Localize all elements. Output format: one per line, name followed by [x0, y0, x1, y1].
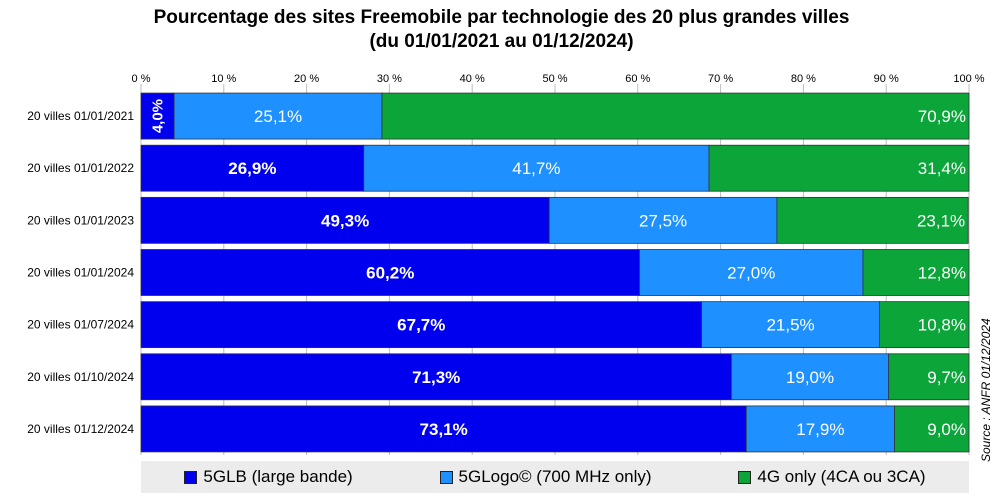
bar-4g	[862, 249, 970, 296]
y-category-label: 20 villes 01/10/2024	[27, 370, 134, 384]
y-category-label: 20 villes 01/07/2024	[27, 318, 134, 332]
bar-5glb	[140, 196, 550, 244]
x-tick-label: 100 %	[953, 73, 984, 85]
bar-5glogo	[363, 144, 710, 192]
bar-4g	[879, 301, 970, 349]
y-category-label: 20 villes 01/01/2022	[27, 161, 134, 175]
bar-5glogo	[730, 353, 890, 401]
legend-item-4g: 4G only (4CA ou 3CA)	[738, 467, 926, 487]
data-label-5glb: 71,3%	[412, 368, 460, 387]
data-label-4g: 31,4%	[918, 159, 966, 178]
x-tick-label: 30 %	[377, 73, 402, 85]
bar-4g	[888, 353, 970, 401]
legend-label-4g: 4G only (4CA ou 3CA)	[757, 467, 926, 486]
data-label-5glogo: 17,9%	[796, 420, 844, 439]
legend-label-5glb: 5GLB (large bande)	[203, 467, 353, 486]
data-label-4g: 12,8%	[918, 264, 966, 283]
data-label-5glb: 49,3%	[321, 211, 369, 230]
chart-legend: 5GLB (large bande) 5GLogo© (700 MHz only…	[141, 461, 969, 493]
data-label-4g: 10,8%	[918, 316, 966, 335]
data-label-5glb: 67,7%	[397, 316, 445, 335]
bar-4g	[381, 92, 970, 140]
y-category-label: 20 villes 01/01/2023	[27, 213, 134, 227]
x-tick-label: 80 %	[791, 73, 816, 85]
x-tick-label: 70 %	[708, 73, 733, 85]
data-label-5glb: 26,9%	[228, 159, 276, 178]
data-label-5glogo: 25,1%	[254, 107, 302, 126]
x-tick-label: 90 %	[874, 73, 899, 85]
data-label-5glb: 73,1%	[420, 420, 468, 439]
data-label-5glogo: 27,5%	[639, 211, 687, 230]
x-tick-label: 50 %	[542, 73, 567, 85]
data-label-5glogo: 19,0%	[786, 368, 834, 387]
data-label-5glogo: 41,7%	[512, 159, 560, 178]
x-tick-label: 10 %	[211, 73, 236, 85]
y-category-label: 20 villes 01/01/2024	[27, 266, 134, 280]
bar-5glb	[140, 92, 175, 140]
legend-item-5glogo: 5GLogo© (700 MHz only)	[439, 467, 652, 487]
bar-5glb	[140, 353, 732, 401]
chart-title-line1: Pourcentage des sites Freemobile par tec…	[153, 7, 850, 28]
x-tick-label: 0 %	[132, 73, 151, 85]
legend-swatch-5glogo	[439, 470, 453, 484]
legend-swatch-5glb	[184, 470, 198, 484]
data-label-4g: 23,1%	[917, 211, 965, 230]
chart-title-line2: (du 01/01/2021 au 01/12/2024)	[369, 31, 634, 52]
x-tick-label: 60 %	[625, 73, 650, 85]
legend-label-5glogo: 5GLogo© (700 MHz only)	[458, 467, 652, 486]
bar-4g	[708, 144, 970, 192]
bar-5glb	[140, 405, 747, 453]
source-note: Source : ANFR 01/12/2024	[979, 318, 993, 462]
bar-5glb	[140, 301, 702, 349]
y-category-label: 20 villes 01/12/2024	[27, 422, 134, 436]
data-label-5glogo: 27,0%	[727, 264, 775, 283]
data-label-4g: 9,0%	[927, 420, 966, 439]
data-label-5glb: 4,0%	[150, 99, 167, 133]
bar-4g	[776, 196, 969, 244]
x-tick-label: 20 %	[294, 73, 319, 85]
data-label-5glb: 60,2%	[366, 264, 414, 283]
bar-5glogo	[639, 249, 864, 296]
legend-item-5glb: 5GLB (large bande)	[184, 467, 353, 487]
bar-5glogo	[173, 92, 383, 140]
y-category-label: 20 villes 01/01/2021	[27, 109, 134, 123]
data-label-4g: 9,7%	[927, 368, 966, 387]
legend-swatch-4g	[738, 470, 752, 484]
bar-4g	[894, 405, 970, 453]
data-label-4g: 70,9%	[918, 107, 966, 126]
bar-5glogo	[548, 196, 778, 244]
x-tick-label: 40 %	[460, 73, 485, 85]
bar-5glogo	[745, 405, 895, 453]
bar-5glogo	[701, 301, 880, 349]
bar-5glb	[140, 144, 365, 192]
data-label-5glogo: 21,5%	[766, 316, 814, 335]
bar-5glb	[140, 249, 640, 296]
